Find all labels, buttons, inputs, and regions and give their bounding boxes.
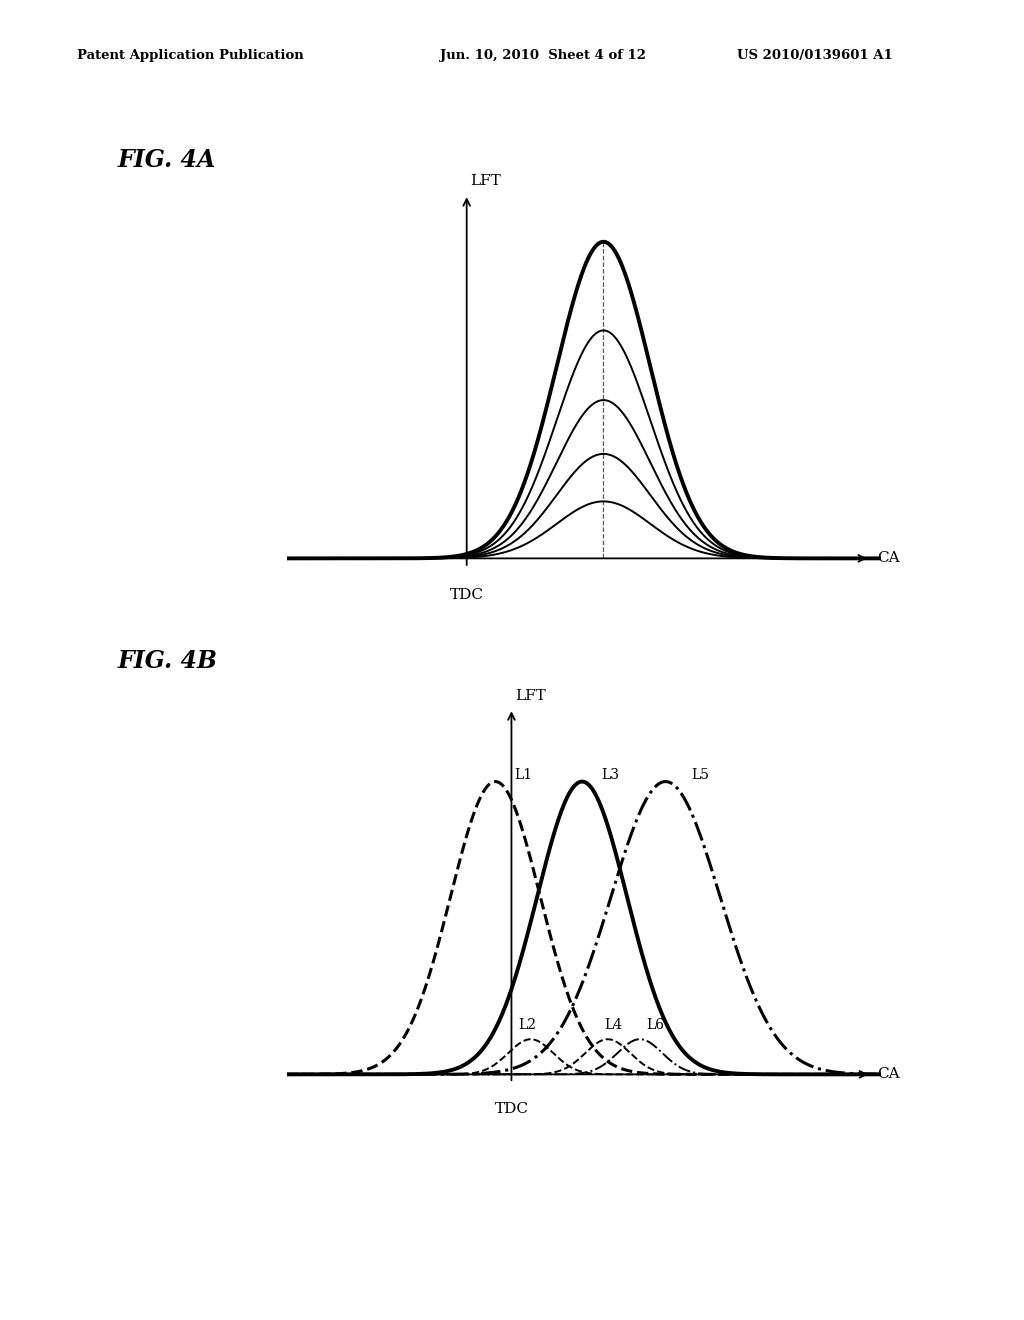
Text: CA: CA: [877, 552, 900, 565]
Text: TDC: TDC: [450, 589, 483, 602]
Text: TDC: TDC: [495, 1102, 528, 1117]
Text: L6: L6: [646, 1018, 665, 1032]
Text: L3: L3: [601, 768, 620, 781]
Text: L5: L5: [691, 768, 710, 781]
Text: LFT: LFT: [470, 174, 501, 187]
Text: L4: L4: [604, 1018, 623, 1032]
Text: CA: CA: [878, 1068, 900, 1081]
Text: FIG. 4A: FIG. 4A: [118, 148, 216, 172]
Text: LFT: LFT: [515, 689, 546, 702]
Text: FIG. 4B: FIG. 4B: [118, 649, 218, 673]
Text: Patent Application Publication: Patent Application Publication: [77, 49, 303, 62]
Text: L2: L2: [518, 1018, 536, 1032]
Text: Jun. 10, 2010  Sheet 4 of 12: Jun. 10, 2010 Sheet 4 of 12: [440, 49, 646, 62]
Text: L1: L1: [515, 768, 532, 781]
Text: US 2010/0139601 A1: US 2010/0139601 A1: [737, 49, 893, 62]
